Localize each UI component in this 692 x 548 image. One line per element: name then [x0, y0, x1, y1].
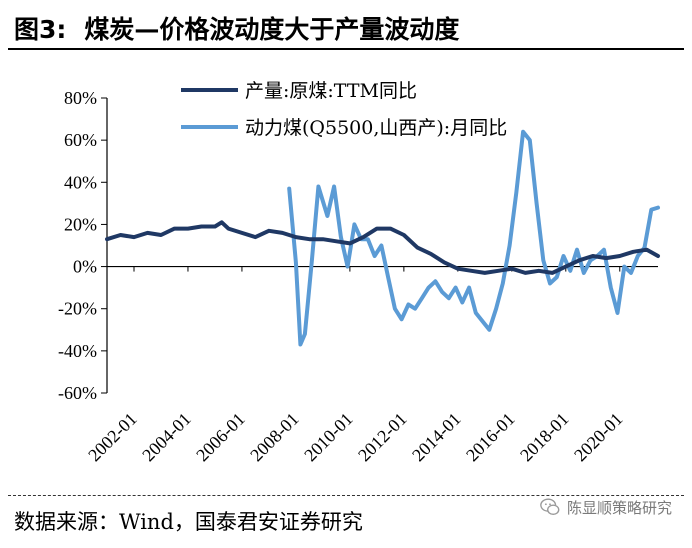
figure-title-bar: 图3: 煤炭—价格波动度大于产量波动度 [14, 10, 459, 46]
y-tick-label: 40% [64, 172, 97, 192]
x-tick-label: 2016-01 [462, 409, 519, 466]
x-axis-ticks: 2002-012004-012006-012008-012010-012012-… [84, 266, 627, 466]
x-tick-label: 2008-01 [246, 409, 303, 466]
title-divider [8, 48, 684, 50]
series-line-2 [287, 129, 660, 347]
x-tick-label: 2002-01 [84, 409, 141, 466]
x-tick-label: 2010-01 [300, 409, 357, 466]
y-tick-label: 0% [73, 257, 97, 277]
y-axis-ticks: 80% 60% 40% 20% 0% -20% -40% -60% [58, 88, 107, 403]
y-tick-label: -60% [58, 383, 97, 403]
chart-series-lines [105, 129, 660, 347]
x-tick-label: 2014-01 [408, 409, 465, 466]
y-tick-label: 20% [64, 214, 97, 234]
y-tick-label: -40% [58, 341, 97, 361]
x-tick-label: 2012-01 [354, 409, 411, 466]
watermark-text: 陈显顺策略研究 [566, 498, 672, 517]
x-tick-label: 2006-01 [192, 409, 249, 466]
y-tick-label: -20% [58, 299, 97, 319]
wechat-icon [540, 498, 560, 516]
x-tick-label: 2018-01 [516, 409, 573, 466]
x-tick-label: 2004-01 [138, 409, 195, 466]
legend-label-series-1: 产量:原煤:TTM同比 [245, 80, 417, 102]
data-source-note: 数据来源：Wind，国泰君安证券研究 [14, 510, 363, 534]
legend-label-series-2: 动力煤(Q5500,山西产):月同比 [245, 117, 507, 139]
wechat-watermark: 陈显顺策略研究 [539, 496, 672, 518]
y-tick-label: 80% [64, 88, 97, 108]
figure-title: 煤炭—价格波动度大于产量波动度 [84, 15, 460, 44]
x-tick-label: 2020-01 [570, 409, 627, 466]
y-tick-label: 60% [64, 130, 97, 150]
chart-legend: 产量:原煤:TTM同比 动力煤(Q5500,山西产):月同比 [181, 80, 507, 139]
footer-divider [8, 495, 684, 496]
figure-number: 图3: [14, 15, 67, 44]
series-line-1 [105, 220, 660, 275]
